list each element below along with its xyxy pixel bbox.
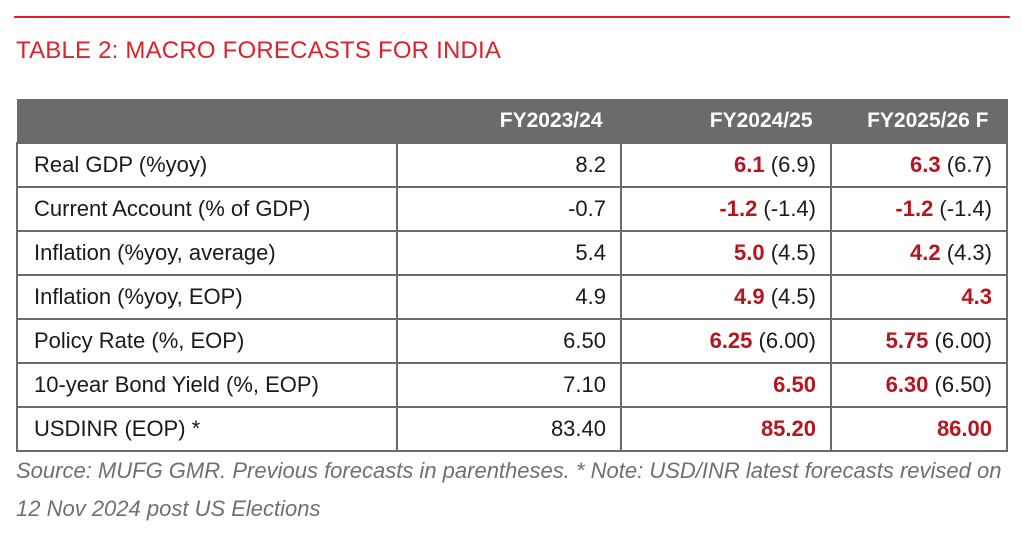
header-row: FY2023/24 FY2024/25 FY2025/26 F xyxy=(16,99,1008,144)
previous-forecast: (4.5) xyxy=(764,284,816,309)
cell-fy2024-25: 6.25 (6.00) xyxy=(620,318,832,364)
table-body: Real GDP (%yoy) 8.2 6.1 (6.9) 6.3 (6.7) Curr… xyxy=(16,142,1008,452)
cell-fy2025-26: 5.75 (6.00) xyxy=(830,318,1008,364)
forecast-value: 86.00 xyxy=(936,416,992,441)
row-label: Inflation (%yoy, EOP) xyxy=(16,274,398,320)
cell-fy2023-24: 8.2 xyxy=(396,142,622,188)
table-row: Policy Rate (%, EOP) 6.50 6.25 (6.00) 5.75 … xyxy=(16,318,1008,364)
source-note: Source: MUFG GMR. Previous forecasts in … xyxy=(16,458,1002,521)
table-row: Real GDP (%yoy) 8.2 6.1 (6.9) 6.3 (6.7) xyxy=(16,142,1008,188)
cell-fy2025-26: 86.00 xyxy=(830,406,1008,452)
row-label: Current Account (% of GDP) xyxy=(16,186,398,232)
forecast-value: 85.20 xyxy=(760,416,816,441)
forecast-value: 5.75 xyxy=(885,328,929,353)
forecast-value: 4.3 xyxy=(961,284,992,309)
previous-forecast: (4.5) xyxy=(764,240,816,265)
header-fy2024-25: FY2024/25 xyxy=(620,99,832,144)
table-row: USDINR (EOP) * 83.40 85.20 86.00 xyxy=(16,406,1008,452)
cell-fy2023-24: 5.4 xyxy=(396,230,622,276)
row-label: Inflation (%yoy, average) xyxy=(16,230,398,276)
row-label: USDINR (EOP) * xyxy=(16,406,398,452)
row-label: Real GDP (%yoy) xyxy=(16,142,398,188)
table-row: 10-year Bond Yield (%, EOP) 7.10 6.50 6.30 … xyxy=(16,362,1008,408)
previous-forecast: (6.00) xyxy=(752,328,816,353)
cell-fy2025-26: 4.3 xyxy=(830,274,1008,320)
cell-fy2024-25: 5.0 (4.5) xyxy=(620,230,832,276)
cell-fy2023-24: 6.50 xyxy=(396,318,622,364)
forecast-value: 6.50 xyxy=(773,372,816,397)
table-row: Inflation (%yoy, average) 5.4 5.0 (4.5) 4.2… xyxy=(16,230,1008,276)
cell-fy2025-26: 4.2 (4.3) xyxy=(830,230,1008,276)
cell-fy2023-24: -0.7 xyxy=(396,186,622,232)
cell-fy2023-24: 4.9 xyxy=(396,274,622,320)
previous-forecast: (6.50) xyxy=(928,372,992,397)
forecast-value: 4.2 xyxy=(910,240,941,265)
previous-forecast: (6.7) xyxy=(940,152,992,177)
table-title: TABLE 2: MACRO FORECASTS FOR INDIA xyxy=(16,37,502,64)
previous-forecast: (-1.4) xyxy=(933,196,992,221)
cell-fy2025-26: 6.3 (6.7) xyxy=(830,142,1008,188)
forecast-value: 6.30 xyxy=(885,372,929,397)
cell-fy2024-25: -1.2 (-1.4) xyxy=(620,186,832,232)
header-fy2025-26: FY2025/26 F xyxy=(830,99,1008,144)
forecast-value: 6.1 xyxy=(734,152,765,177)
table-row: Current Account (% of GDP) -0.7 -1.2 (-1.4… xyxy=(16,186,1008,232)
cell-fy2025-26: 6.30 (6.50) xyxy=(830,362,1008,408)
forecast-value: 4.9 xyxy=(734,284,765,309)
header-blank xyxy=(16,99,398,144)
row-label: Policy Rate (%, EOP) xyxy=(16,318,398,364)
previous-forecast: (6.00) xyxy=(928,328,992,353)
row-label: 10-year Bond Yield (%, EOP) xyxy=(16,362,398,408)
top-rule xyxy=(14,16,1010,18)
previous-forecast: (-1.4) xyxy=(757,196,816,221)
cell-fy2025-26: -1.2 (-1.4) xyxy=(830,186,1008,232)
previous-forecast: (6.9) xyxy=(764,152,816,177)
table-row: Inflation (%yoy, EOP) 4.9 4.9 (4.5) 4.3 xyxy=(16,274,1008,320)
forecast-value: -1.2 xyxy=(895,196,934,221)
cell-fy2024-25: 85.20 xyxy=(620,406,832,452)
forecast-table: FY2023/24 FY2024/25 FY2025/26 F Real GDP… xyxy=(16,99,1008,452)
cell-fy2023-24: 83.40 xyxy=(396,406,622,452)
previous-forecast: (4.3) xyxy=(940,240,992,265)
cell-fy2024-25: 6.1 (6.9) xyxy=(620,142,832,188)
forecast-value: 6.3 xyxy=(910,152,941,177)
cell-fy2024-25: 6.50 xyxy=(620,362,832,408)
forecast-value: 5.0 xyxy=(734,240,765,265)
forecast-value: -1.2 xyxy=(719,196,758,221)
forecast-value: 6.25 xyxy=(709,328,753,353)
cell-fy2023-24: 7.10 xyxy=(396,362,622,408)
header-fy2023-24: FY2023/24 xyxy=(396,99,622,144)
cell-fy2024-25: 4.9 (4.5) xyxy=(620,274,832,320)
